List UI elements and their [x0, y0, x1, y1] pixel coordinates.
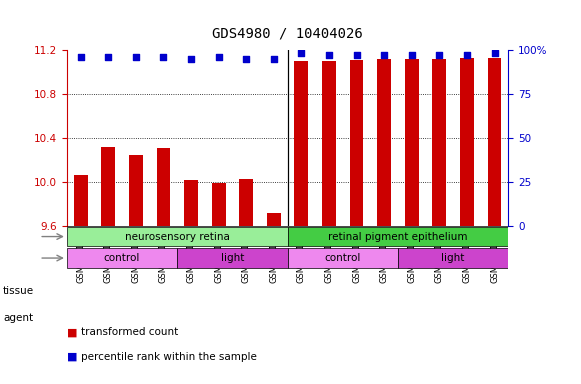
Bar — [487, 58, 501, 226]
Point — [76, 54, 85, 60]
Text: ■: ■ — [67, 327, 77, 337]
Bar — [184, 180, 198, 226]
Bar — [67, 248, 177, 268]
Bar — [267, 213, 281, 226]
Text: GDS4980 / 10404026: GDS4980 / 10404026 — [212, 26, 363, 40]
Bar — [405, 59, 419, 226]
Bar — [156, 148, 170, 226]
Bar — [288, 248, 398, 268]
Bar — [129, 156, 143, 226]
Text: control: control — [325, 253, 361, 263]
Bar — [288, 227, 508, 246]
Bar — [350, 60, 364, 226]
Point — [159, 54, 168, 60]
Bar — [377, 59, 391, 226]
Text: tissue: tissue — [3, 286, 34, 296]
Point — [103, 54, 113, 60]
Bar — [211, 183, 225, 226]
Text: transformed count: transformed count — [81, 327, 178, 337]
Bar — [239, 179, 253, 226]
Bar — [101, 147, 115, 226]
Point — [131, 54, 141, 60]
Bar — [74, 175, 88, 226]
Text: retinal pigment epithelium: retinal pigment epithelium — [328, 232, 468, 242]
Point — [214, 54, 223, 60]
Bar — [67, 227, 288, 246]
Point — [324, 52, 333, 58]
Bar — [460, 58, 474, 226]
Text: percentile rank within the sample: percentile rank within the sample — [81, 352, 257, 362]
Point — [407, 52, 417, 58]
Text: neurosensory retina: neurosensory retina — [125, 232, 229, 242]
Point — [187, 56, 196, 62]
Point — [242, 56, 251, 62]
Text: agent: agent — [3, 313, 33, 323]
Point — [435, 52, 444, 58]
Bar — [295, 61, 309, 226]
Point — [379, 52, 389, 58]
Point — [297, 50, 306, 56]
Bar — [177, 248, 288, 268]
Bar — [398, 248, 508, 268]
Point — [269, 56, 278, 62]
Text: light: light — [442, 253, 465, 263]
Point — [352, 52, 361, 58]
Point — [490, 50, 499, 56]
Text: light: light — [221, 253, 244, 263]
Bar — [322, 61, 336, 226]
Text: control: control — [104, 253, 140, 263]
Bar — [432, 59, 446, 226]
Point — [462, 52, 472, 58]
Text: ■: ■ — [67, 352, 77, 362]
